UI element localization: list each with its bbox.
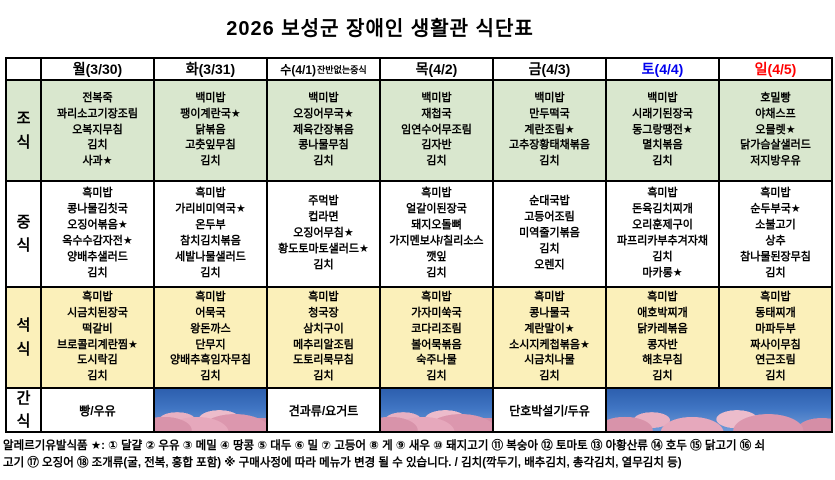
breakfast-thursday-cell: 백미밥 재첩국 임연수어무조림 김자반 김치: [381, 81, 492, 180]
dinner-wednesday-cell: 흑미밥 청국장 삼치구이 메추리알조림 도토리묵무침 김치: [268, 288, 379, 387]
row-label-snack-text: 간식: [16, 389, 31, 430]
dinner-saturday-cell: 흑미밥 애호박찌개 닭카레볶음 콩자반 해초무침 김치: [607, 288, 718, 387]
breakfast-wednesday-cell: 백미밥 오징어무국★ 제육간장볶음 콩나물무침 김치: [268, 81, 379, 180]
allergen-footnote: 알레르기유발식품 ★: ① 달걀 ② 우유 ③ 메밀 ④ 땅콩 ⑤ 대두 ⑥ 밀…: [3, 440, 766, 470]
header-saturday: 토(4/4): [607, 59, 718, 79]
breakfast-saturday-cell: 백미밥 시래기된장국 동그랑땡전★ 멸치볶음 김치: [607, 81, 718, 180]
lunch-sunday-cell: 흑미밥 순두부국★ 소불고기 상추 참나물된장무침 김치: [720, 182, 831, 286]
cherry-blossom-photo: [607, 389, 831, 431]
header-thursday: 목(4/2): [381, 59, 492, 79]
dinner-friday-cell: 흑미밥 콩나물국 계란말이★ 소시지케첩볶음★ 시금치나물 김치: [494, 288, 605, 387]
header-thursday-label: 목(4/2): [415, 61, 458, 77]
dinner-tuesday-cell: 흑미밥 어묵국 왕돈까스 단무지 양배추흑임자무침 김치: [155, 288, 266, 387]
header-friday-label: 금(4/3): [528, 61, 571, 77]
header-tuesday-label: 화(3/31): [185, 61, 236, 77]
header-friday: 금(4/3): [494, 59, 605, 79]
row-label-breakfast-text: 조식: [16, 110, 31, 151]
breakfast-tuesday-cell: 백미밥 팽이계란국★ 닭볶음 고춧잎무침 김치: [155, 81, 266, 180]
dinner-thursday-cell: 흑미밥 가자미쑥국 코다리조림 볼어묵볶음 숙주나물 김치: [381, 288, 492, 387]
lunch-thursday-cell: 흑미밥 얼갈이된장국 돼지오돌뼈 가지멘보샤/칠리소스 깻잎 김치: [381, 182, 492, 286]
cherry-blossom-photo: [155, 389, 266, 431]
header-sunday: 일(4/5): [720, 59, 831, 79]
meal-plan-table: 월(3/30) 화(3/31) 수(4/1) 잔반없는중식 목(4/2) 금(4/…: [5, 57, 833, 433]
row-label-dinner-text: 석식: [16, 317, 31, 358]
dinner-sunday-cell: 흑미밥 동태찌개 마파두부 짜사이무침 연근조림 김치: [720, 288, 831, 387]
page-title: 2026 보성군 장애인 생활관 식단표: [226, 18, 534, 40]
header-monday: 월(3/30): [42, 59, 153, 79]
breakfast-friday-cell: 백미밥 만두떡국 계란조림★ 고추장황태채볶음 김치: [494, 81, 605, 180]
dinner-monday-cell: 흑미밥 시금치된장국 떡갈비 브로콜리계란찜★ 도시락김 김치: [42, 288, 153, 387]
header-corner-cell: [7, 59, 40, 79]
row-label-lunch: 중식: [7, 182, 40, 286]
row-label-dinner: 석식: [7, 288, 40, 387]
lunch-friday-cell: 순대국밥 고등어조림 미역줄기볶음 김치 오렌지: [494, 182, 605, 286]
lunch-wednesday-cell: 주먹밥 컵라면 오징어무침★ 황도토마토샐러드★ 김치: [268, 182, 379, 286]
lunch-tuesday-cell: 흑미밥 가리비미역국★ 온두부 참치김치볶음 세발나물샐러드 김치: [155, 182, 266, 286]
header-wednesday-note: 잔반없는중식: [317, 64, 367, 75]
row-label-breakfast: 조식: [7, 81, 40, 180]
row-label-lunch-text: 중식: [16, 213, 31, 254]
snack-monday-cell: 빵/우유: [42, 389, 153, 431]
cherry-blossom-photo: [381, 389, 492, 431]
snack-friday-cell: 단호박설기/두유: [494, 389, 605, 431]
header-sunday-label: 일(4/5): [754, 61, 797, 77]
breakfast-monday-cell: 전복죽 꽈리소고기장조림 오복지무침 김치 사과★: [42, 81, 153, 180]
header-wednesday: 수(4/1) 잔반없는중식: [268, 59, 379, 79]
lunch-saturday-cell: 흑미밥 돈육김치찌개 오리훈제구이 파프리카부추겨자채 김치 마카롱★: [607, 182, 718, 286]
header-monday-label: 월(3/30): [72, 61, 123, 77]
header-saturday-label: 토(4/4): [641, 61, 684, 77]
snack-wednesday-cell: 견과류/요거트: [268, 389, 379, 431]
breakfast-sunday-cell: 호밀빵 야채스프 오믈렛★ 닭가슴살샐러드 저지방우유: [720, 81, 831, 180]
header-wednesday-label: 수(4/1): [280, 62, 317, 77]
header-tuesday: 화(3/31): [155, 59, 266, 79]
row-label-snack: 간식: [7, 389, 40, 431]
lunch-monday-cell: 흑미밥 콩나물김칫국 오징어볶음★ 옥수수감자전★ 양배추샐러드 김치: [42, 182, 153, 286]
